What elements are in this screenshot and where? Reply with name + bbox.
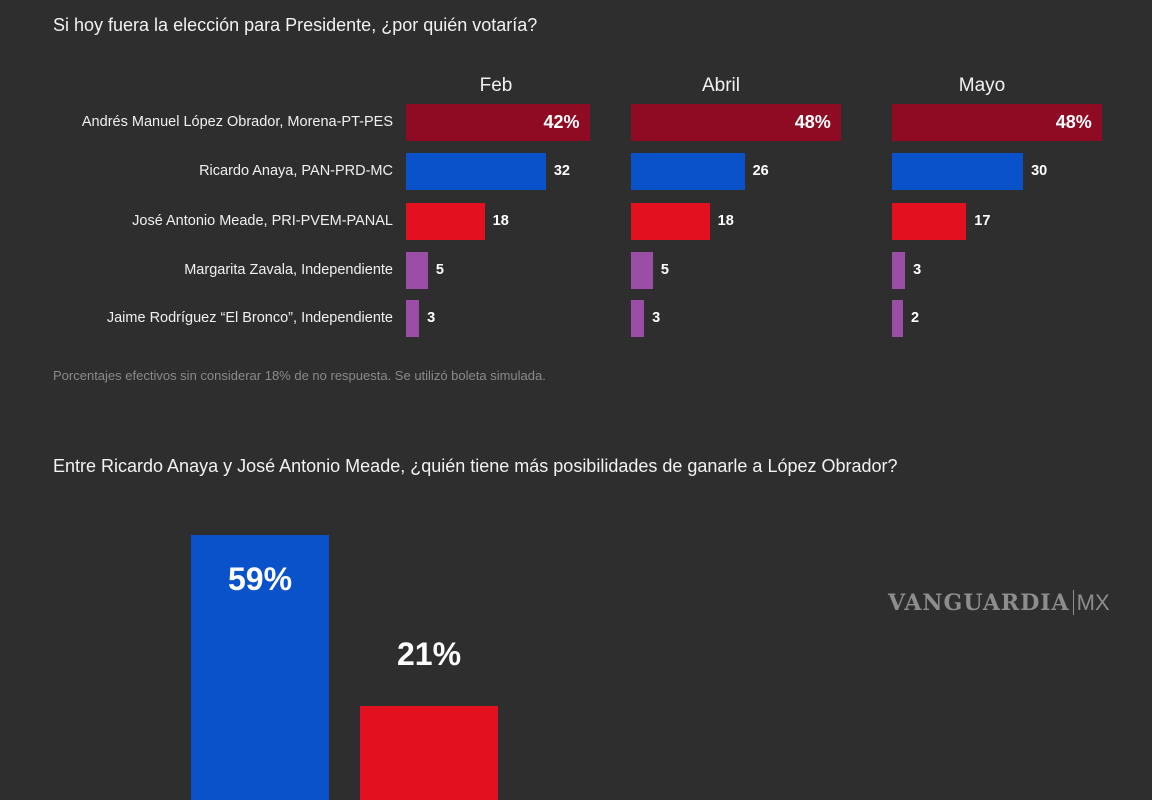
bar-value-label: 3 xyxy=(913,262,921,278)
bar xyxy=(406,153,546,190)
bar xyxy=(406,203,485,240)
bar-value-label: 26 xyxy=(753,163,769,179)
candidate-label: Jaime Rodríguez “El Bronco”, Independien… xyxy=(0,310,393,326)
candidate-label: Margarita Zavala, Independiente xyxy=(0,262,393,278)
bar-value-label: 17 xyxy=(974,213,990,229)
bar-value-label: 30 xyxy=(1031,163,1047,179)
bar xyxy=(892,300,903,337)
bar-value-label: 3 xyxy=(652,310,660,326)
bar-value-label: 48% xyxy=(631,112,831,133)
series-header: Mayo xyxy=(877,75,1087,97)
series-header: Feb xyxy=(391,75,601,97)
bar xyxy=(631,203,710,240)
chart2-title: Entre Ricardo Anaya y José Antonio Meade… xyxy=(53,456,898,477)
bar-value-label: 42% xyxy=(406,112,580,133)
bar xyxy=(406,252,428,289)
bar xyxy=(631,153,745,190)
bar-value-label: 5 xyxy=(436,262,444,278)
bar xyxy=(892,153,1023,190)
bar xyxy=(892,203,966,240)
bar-value-label: 18 xyxy=(493,213,509,229)
bar-value-label: 32 xyxy=(554,163,570,179)
bar xyxy=(631,252,653,289)
bar-value-label: 2 xyxy=(911,310,919,326)
bar-value-label: 5 xyxy=(661,262,669,278)
bar xyxy=(892,252,905,289)
bar-value-label: 18 xyxy=(718,213,734,229)
candidate-label: José Antonio Meade, PRI-PVEM-PANAL xyxy=(0,213,393,229)
candidate-label: Andrés Manuel López Obrador, Morena-PT-P… xyxy=(0,114,393,130)
chart-note: Porcentajes efectivos sin considerar 18%… xyxy=(53,368,546,383)
chart-title: Si hoy fuera la elección para Presidente… xyxy=(53,15,537,36)
logo-suffix: MX xyxy=(1073,590,1110,615)
bar xyxy=(631,300,644,337)
bar-value-label: 59% xyxy=(191,561,329,598)
candidate-label: Ricardo Anaya, PAN-PRD-MC xyxy=(0,163,393,179)
bar xyxy=(360,706,498,800)
bar-value-label: 21% xyxy=(360,636,498,673)
bar xyxy=(406,300,419,337)
bar-value-label: 48% xyxy=(892,112,1092,133)
bar-value-label: 3 xyxy=(427,310,435,326)
series-header: Abril xyxy=(616,75,826,97)
